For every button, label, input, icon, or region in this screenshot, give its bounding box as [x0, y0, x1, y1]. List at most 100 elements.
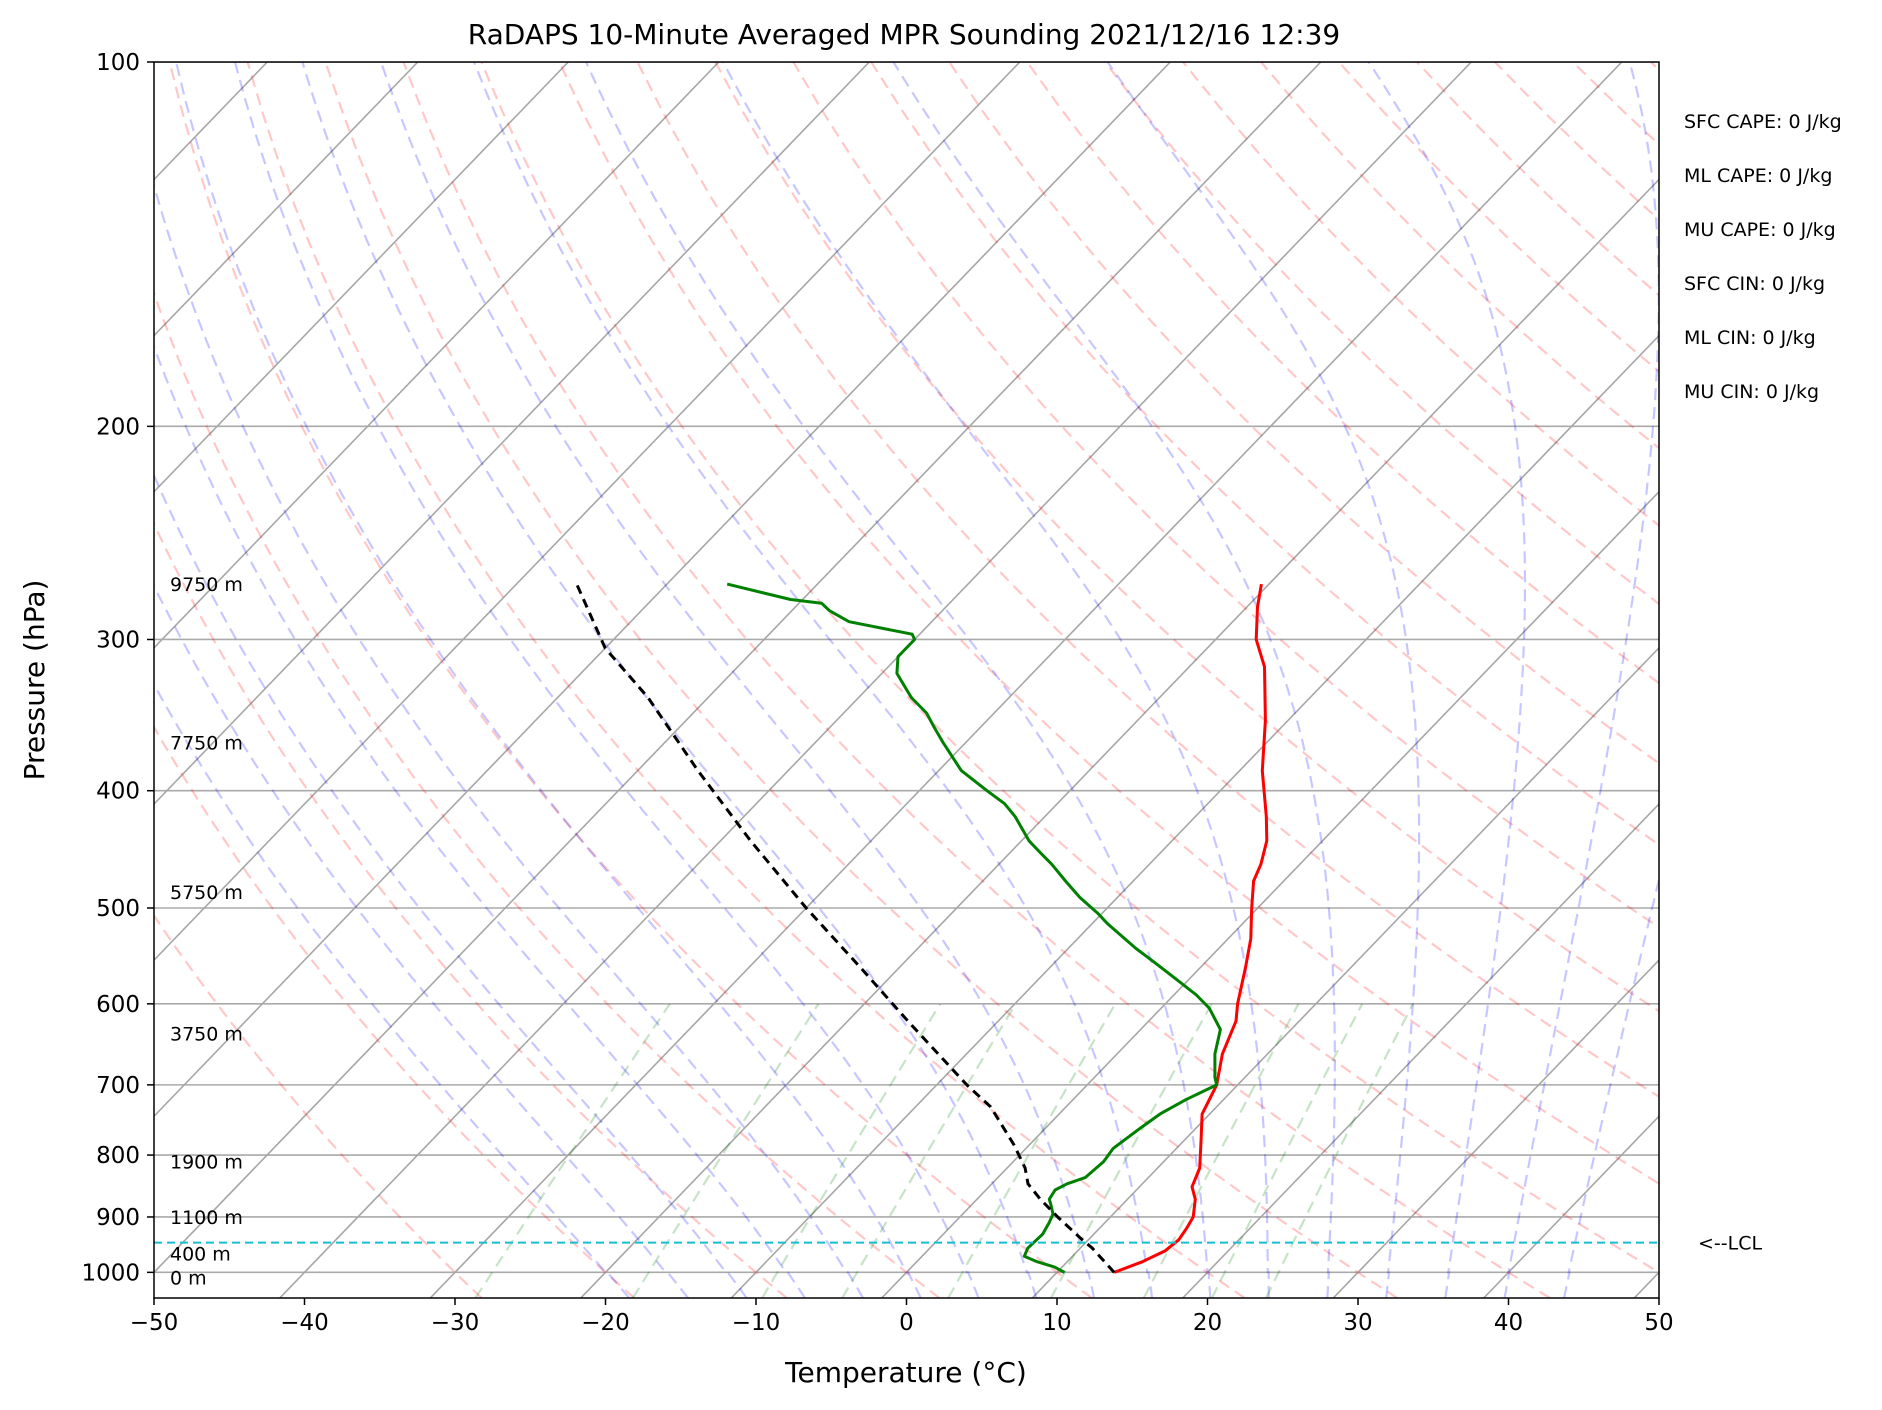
mixing-ratio-line — [841, 1003, 1017, 1298]
background-gridlines — [154, 62, 1659, 1298]
y-tick-label: 700 — [96, 1073, 140, 1099]
y-axis-label: Pressure (hPa) — [18, 580, 51, 781]
y-tick-label: 400 — [96, 779, 140, 805]
dry-adiabat — [324, 62, 1398, 1298]
x-tick-label: −30 — [431, 1310, 480, 1336]
stat-line: SFC CIN: 0 J/kg — [1684, 273, 1825, 295]
height-label: 1100 m — [170, 1207, 243, 1229]
x-axis-label: Temperature (°C) — [784, 1356, 1027, 1389]
mixing-ratio-line — [1142, 1003, 1300, 1298]
lcl-label: <--LCL — [1698, 1233, 1762, 1255]
isotherm-gridline — [1633, 1271, 1659, 1298]
mixing-ratio-line — [947, 1003, 1117, 1298]
isotherm-gridline — [154, 62, 1021, 962]
dry-adiabat — [480, 62, 1659, 1274]
dry-adiabat — [154, 724, 636, 1298]
dry-adiabat — [1260, 62, 1659, 450]
isotherm-gridline — [730, 334, 1659, 1298]
stat-line: SFC CAPE: 0 J/kg — [1684, 111, 1842, 133]
moist-adiabat — [1367, 62, 1527, 1298]
height-label: 3750 m — [170, 1024, 243, 1046]
dry-adiabat — [948, 62, 1659, 765]
height-labels: 9750 m 7750 m 5750 m 3750 m 1900 m 1100 m 400 … — [170, 574, 243, 1289]
moist-adiabat — [585, 62, 1212, 1298]
moist-adiabat — [154, 181, 864, 1298]
isotherm-gridline — [580, 178, 1659, 1298]
dry-adiabat — [168, 62, 1093, 1298]
dry-adiabat — [1182, 62, 1659, 527]
mixing-ratio-line — [474, 1003, 671, 1298]
height-label: 1900 m — [170, 1152, 243, 1174]
chart-title: RaDAPS 10-Minute Averaged MPR Sounding 2… — [468, 18, 1340, 51]
y-tick-label: 800 — [96, 1143, 140, 1169]
mixing-ratio-line — [1050, 1003, 1213, 1298]
isotherm-gridline — [154, 62, 870, 806]
isotherm-gridline — [1332, 958, 1659, 1298]
x-axis-ticks: −50 −40 −30 −20 −10 0 10 20 30 40 50 — [130, 1298, 1674, 1336]
x-tick-label: 50 — [1644, 1310, 1673, 1336]
moist-adiabat — [1503, 62, 1659, 1298]
moist-adiabat — [1106, 62, 1421, 1298]
series-layer — [575, 582, 1269, 1274]
x-tick-label: 10 — [1042, 1310, 1071, 1336]
dry-adiabat — [1104, 62, 1659, 606]
dry-adiabat — [1650, 62, 1659, 72]
y-tick-label: 900 — [96, 1205, 140, 1231]
dry-adiabat — [1416, 62, 1659, 297]
y-axis-ticks: 100 200 300 400 500 600 700 800 900 1000 — [81, 50, 154, 1286]
dry-adiabat — [636, 62, 1659, 1098]
temperature-line — [1113, 583, 1269, 1274]
moist-adiabat — [154, 583, 689, 1298]
isotherm-gridline — [154, 62, 569, 493]
y-tick-label: 500 — [96, 896, 140, 922]
x-tick-label: 40 — [1494, 1310, 1523, 1336]
moist-adiabat — [154, 343, 806, 1298]
dry-adiabat — [558, 62, 1659, 1185]
isotherm-gridline — [1031, 646, 1659, 1298]
y-tick-label: 1000 — [81, 1260, 140, 1286]
y-tick-label: 300 — [96, 627, 140, 653]
dry-adiabat — [154, 289, 941, 1298]
dry-adiabat — [402, 62, 1551, 1298]
dry-adiabat — [246, 62, 1246, 1298]
mixing-ratio-line — [1265, 1003, 1414, 1298]
mixing-ratio-line — [761, 1003, 942, 1298]
x-tick-label: 0 — [899, 1310, 914, 1336]
dry-adiabat — [792, 62, 1659, 929]
stat-line: MU CIN: 0 J/kg — [1684, 381, 1819, 403]
x-tick-label: −10 — [732, 1310, 781, 1336]
x-tick-label: 30 — [1343, 1310, 1372, 1336]
dry-adiabat — [1338, 62, 1659, 373]
isotherm-gridline — [154, 62, 419, 337]
isotherm-gridline — [279, 62, 1472, 1298]
mixing-ratio-line — [1211, 1003, 1364, 1298]
height-label: 0 m — [170, 1268, 207, 1290]
height-label: 5750 m — [170, 882, 243, 904]
parcel-profile-line — [575, 583, 1116, 1274]
dry-adiabat — [1494, 62, 1659, 222]
isotherm-gridline — [154, 62, 720, 650]
x-tick-label: −50 — [130, 1310, 179, 1336]
height-label: 9750 m — [170, 574, 243, 596]
lcl-layer: <--LCL — [154, 1233, 1762, 1255]
dry-adiabat — [1026, 62, 1659, 685]
moist-adiabat — [233, 62, 980, 1298]
dry-adiabat — [714, 62, 1659, 1013]
x-tick-label: −20 — [581, 1310, 630, 1336]
moist-adiabat — [473, 62, 1154, 1298]
stats-panel: SFC CAPE: 0 J/kg ML CAPE: 0 J/kg MU CAPE: … — [1684, 111, 1842, 403]
moist-adiabat — [1562, 874, 1659, 1298]
stat-line: ML CAPE: 0 J/kg — [1684, 165, 1832, 187]
y-tick-label: 100 — [96, 50, 140, 76]
dry-adiabat — [870, 62, 1659, 846]
height-label: 7750 m — [170, 733, 243, 755]
moist-adiabat — [154, 472, 748, 1298]
isotherm-gridline — [154, 62, 1322, 1274]
dry-adiabat — [154, 521, 788, 1298]
moist-adiabat — [154, 682, 631, 1298]
y-tick-label: 600 — [96, 992, 140, 1018]
mixing-ratio-line — [631, 1003, 820, 1298]
isotherm-gridline — [154, 62, 1171, 1118]
isotherm-gridline — [1182, 802, 1659, 1298]
